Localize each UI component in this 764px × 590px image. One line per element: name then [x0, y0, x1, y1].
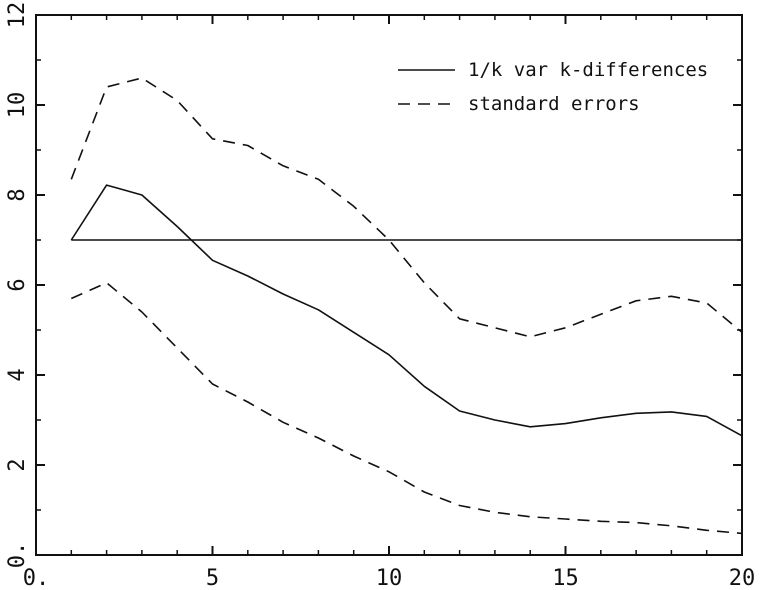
- y-tick-label: 4: [5, 368, 30, 381]
- x-tick-label: 0.: [23, 566, 50, 590]
- axis-ticks: 0. 5 10 15 20 0. 2 4 6 8 10 12: [5, 2, 755, 590]
- x-tick-label: 20: [729, 566, 756, 590]
- y-tick-label: 0.: [5, 542, 30, 569]
- x-tick-label: 5: [206, 566, 219, 590]
- y-tick-label: 6: [5, 278, 30, 291]
- y-tick-label: 8: [5, 188, 30, 201]
- x-tick-label: 15: [552, 566, 579, 590]
- legend-label-1-k-var-k-differences: 1/k var k-differences: [468, 59, 708, 81]
- series-line-standard-errors: [70, 77, 743, 338]
- legend: 1/k var k-differences standard errors: [398, 59, 708, 115]
- series-lines: [70, 77, 743, 535]
- legend-label-standard-errors: standard errors: [468, 93, 640, 115]
- y-tick-label: 10: [5, 92, 30, 119]
- y-tick-label: 12: [5, 2, 30, 29]
- series-line-1-k-var-k-differences: [70, 184, 743, 437]
- y-tick-label: 2: [5, 458, 30, 471]
- x-tick-label: 10: [376, 566, 403, 590]
- series-line-lower-band: [70, 282, 743, 535]
